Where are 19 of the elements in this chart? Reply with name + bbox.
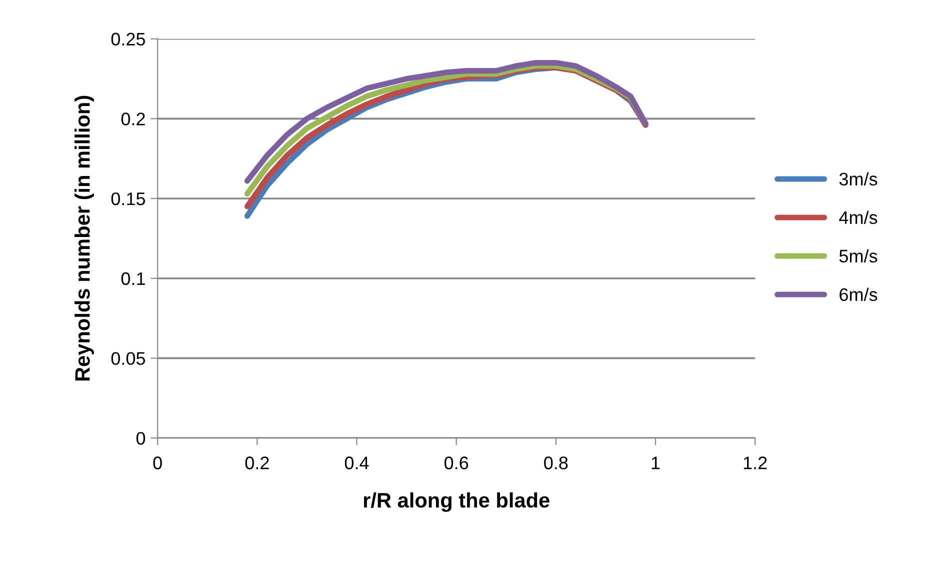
x-tick-label: 0.4 [344, 456, 369, 470]
y-tick-label: 0.05 [111, 352, 146, 365]
legend-label: 4m/s [839, 210, 878, 224]
x-tick-label: 0 [153, 456, 162, 470]
x-tick-label: 0.6 [444, 456, 468, 470]
y-axis-title: Reynolds number (in million) [74, 96, 94, 381]
y-tick-label: 0.2 [121, 112, 145, 126]
legend-label: 3m/s [839, 172, 878, 186]
y-tick-label: 0.15 [111, 192, 146, 206]
x-tick-label: 1 [652, 456, 660, 470]
y-tick-label: 0.25 [111, 32, 146, 46]
x-tick-label: 1.2 [744, 456, 767, 470]
x-tick-label: 0.2 [245, 456, 269, 470]
legend-label: 5m/s [839, 249, 878, 263]
y-tick-label: 0 [136, 432, 146, 445]
x-axis-title: r/R along the blade [364, 492, 550, 512]
legend-label: 6m/s [840, 288, 878, 302]
x-tick-label: 0.8 [544, 456, 568, 470]
y-tick-label: 0.1 [121, 272, 145, 286]
